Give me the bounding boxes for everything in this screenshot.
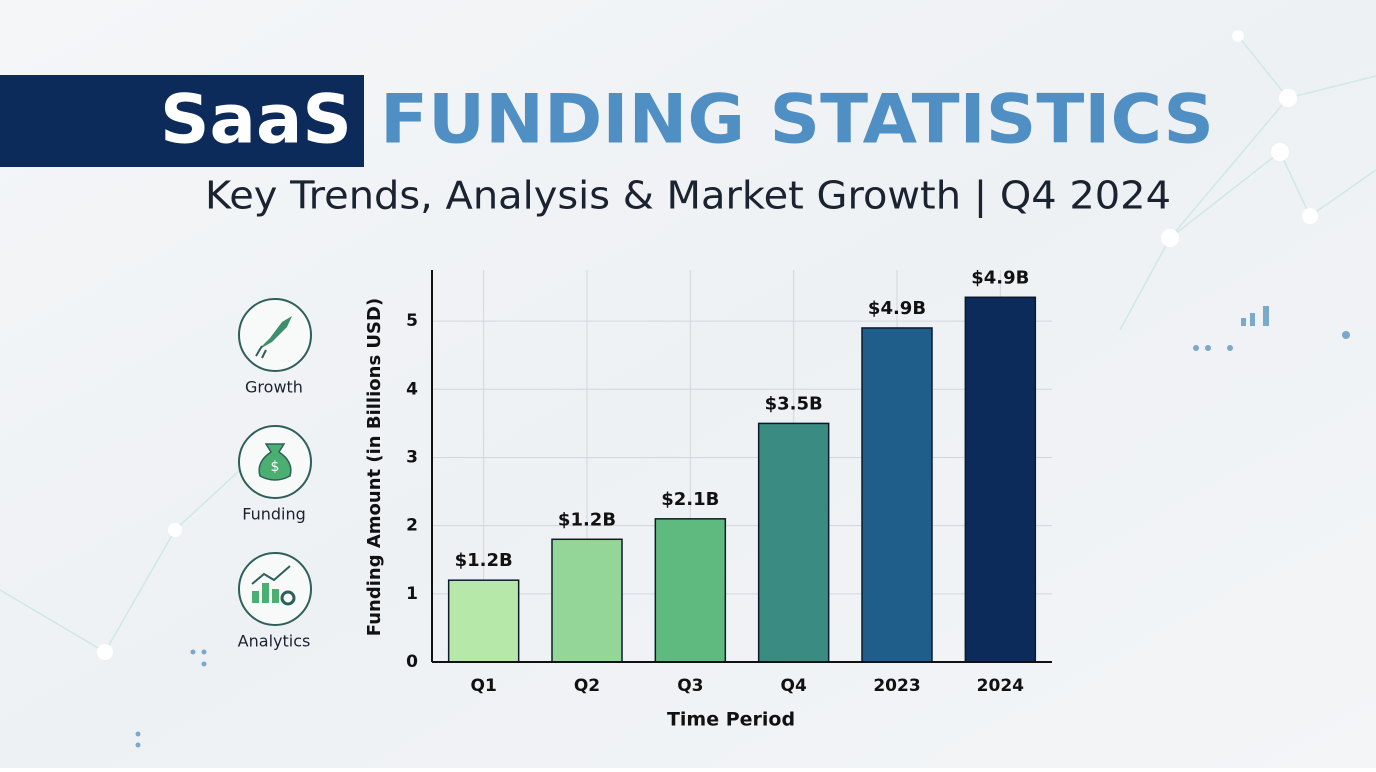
y-tick-label: 4 — [406, 379, 418, 399]
icon-analytics — [238, 552, 312, 626]
title: FUNDING STATISTICS — [380, 81, 1214, 160]
bar — [447, 579, 520, 663]
bar — [861, 327, 933, 663]
x-tick-label: Q2 — [574, 676, 600, 696]
x-tick-label: Q4 — [781, 676, 807, 696]
icon-label: Growth — [245, 378, 303, 397]
x-tick-label: 2023 — [873, 676, 920, 696]
icon-label: Analytics — [238, 632, 311, 651]
bar — [964, 296, 1037, 663]
data-label: $4.9B — [971, 267, 1029, 288]
bar — [757, 422, 830, 663]
data-label: $4.9B — [868, 298, 926, 319]
data-label: $3.5B — [765, 393, 823, 414]
data-label: $1.2B — [455, 550, 513, 571]
icon-growth — [238, 298, 312, 372]
svg-text:$: $ — [271, 459, 280, 475]
icon-funding: $ — [238, 425, 312, 499]
subtitle: Key Trends, Analysis & Market Growth | Q… — [205, 174, 1171, 219]
y-tick-label: 3 — [406, 447, 418, 467]
x-tick-label: Q3 — [677, 676, 703, 696]
y-tick-label: 1 — [406, 584, 418, 604]
title-band — [0, 75, 364, 167]
data-label: $1.2B — [558, 509, 616, 530]
bar — [551, 538, 623, 663]
y-tick-label: 0 — [406, 652, 418, 672]
x-axis-label: Time Period — [667, 709, 795, 731]
data-label: $2.1B — [661, 489, 719, 510]
y-axis-label: Funding Amount (in Billions USD) — [364, 298, 385, 636]
bar — [654, 518, 727, 663]
decor-dots — [97, 30, 1318, 660]
x-tick-label: Q1 — [471, 676, 497, 696]
icon-label: Funding — [242, 505, 306, 524]
decor-small — [135, 306, 1350, 748]
y-tick-label: 5 — [406, 311, 418, 331]
title: SaaS — [160, 81, 352, 160]
y-tick-label: 2 — [406, 516, 418, 536]
x-tick-label: 2024 — [977, 676, 1024, 696]
